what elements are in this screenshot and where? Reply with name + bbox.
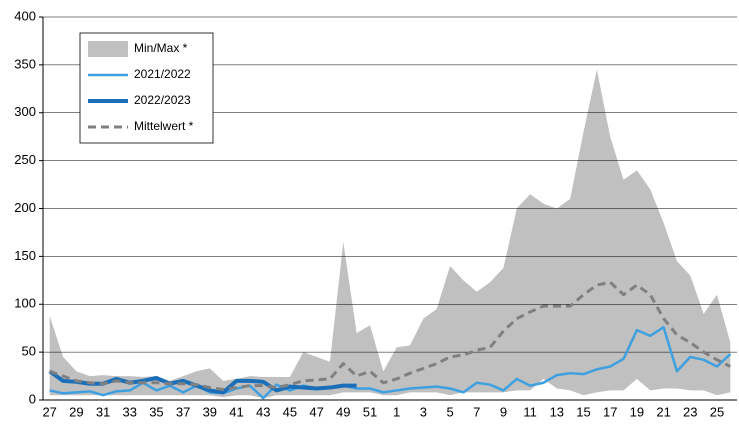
legend-label: Min/Max * xyxy=(134,41,188,55)
legend: Min/Max * 2021/2022 2022/2023 Mittelwert * xyxy=(79,32,214,144)
x-tick-label: 1 xyxy=(393,404,400,419)
x-tick-label: 35 xyxy=(149,404,163,419)
y-tick-label: 150 xyxy=(14,248,36,263)
min-max-band xyxy=(49,69,731,399)
x-tick-label: 37 xyxy=(176,404,190,419)
x-tick-label: 41 xyxy=(229,404,243,419)
x-tick-label: 31 xyxy=(96,404,110,419)
x-tick-label: 21 xyxy=(656,404,670,419)
y-tick-label: 50 xyxy=(22,344,36,359)
x-tick-label: 45 xyxy=(283,404,297,419)
legend-label: Mittelwert * xyxy=(134,119,194,133)
x-tick-label: 5 xyxy=(446,404,453,419)
y-tick-label: 250 xyxy=(14,152,36,167)
legend-box xyxy=(79,32,214,144)
x-tick-label: 11 xyxy=(523,404,537,419)
x-tick-label: 29 xyxy=(69,404,83,419)
y-tick-label: 200 xyxy=(14,200,36,215)
y-tick-label: 350 xyxy=(14,56,36,71)
x-tick-label: 25 xyxy=(710,404,724,419)
legend-swatch xyxy=(88,41,128,57)
x-tick-label: 13 xyxy=(550,404,564,419)
legend-label: 2022/2023 xyxy=(134,93,191,107)
legend-label: 2021/2022 xyxy=(134,67,191,81)
x-tick-label: 43 xyxy=(256,404,270,419)
y-tick-label: 400 xyxy=(14,8,36,23)
x-tick-label: 51 xyxy=(363,404,377,419)
x-tick-label: 3 xyxy=(420,404,427,419)
y-tick-label: 0 xyxy=(29,391,36,406)
x-tick-label: 47 xyxy=(309,404,323,419)
x-tick-label: 7 xyxy=(473,404,480,419)
x-tick-label: 17 xyxy=(603,404,617,419)
x-tick-label: 33 xyxy=(123,404,137,419)
x-tick-label: 23 xyxy=(683,404,697,419)
x-tick-label: 9 xyxy=(500,404,507,419)
x-tick-label: 27 xyxy=(42,404,56,419)
x-tick-label: 15 xyxy=(576,404,590,419)
x-tick-label: 19 xyxy=(630,404,644,419)
x-tick-label: 39 xyxy=(203,404,217,419)
y-tick-label: 300 xyxy=(14,104,36,119)
series-line xyxy=(49,325,732,400)
y-tick-label: 100 xyxy=(14,296,36,311)
x-tick-label: 49 xyxy=(336,404,350,419)
